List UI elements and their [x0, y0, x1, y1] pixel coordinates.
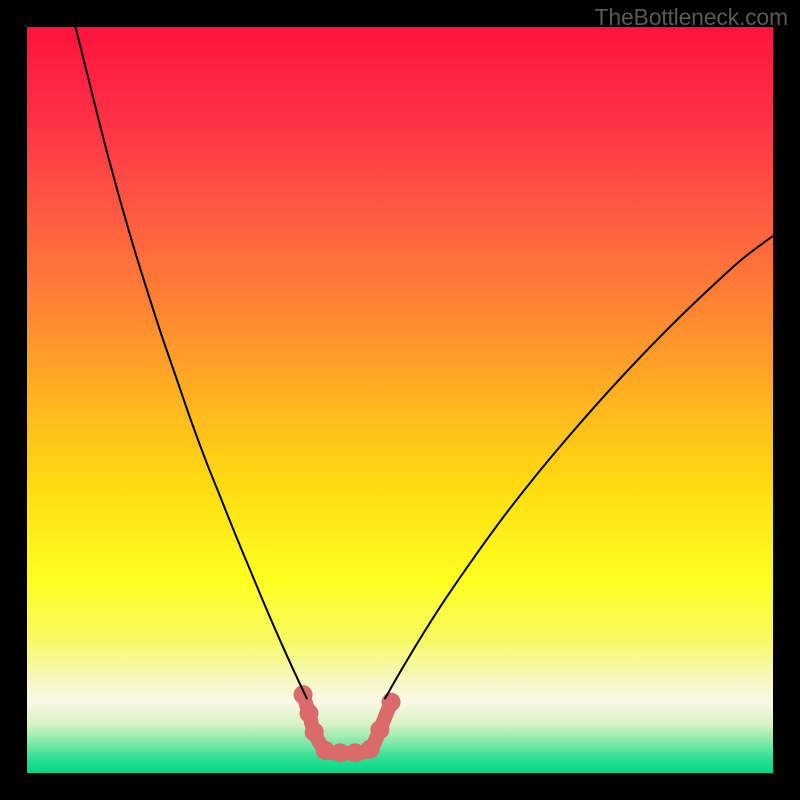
watermark-text: TheBottleneck.com	[595, 4, 788, 31]
bottleneck-chart	[0, 0, 800, 800]
accent-dot	[305, 722, 324, 741]
gradient-background	[27, 27, 773, 773]
accent-dot	[361, 740, 380, 759]
accent-dot	[294, 685, 313, 704]
accent-dot	[382, 693, 401, 712]
accent-dot	[370, 720, 389, 739]
chart-frame: TheBottleneck.com	[0, 0, 800, 800]
accent-dot	[299, 704, 318, 723]
